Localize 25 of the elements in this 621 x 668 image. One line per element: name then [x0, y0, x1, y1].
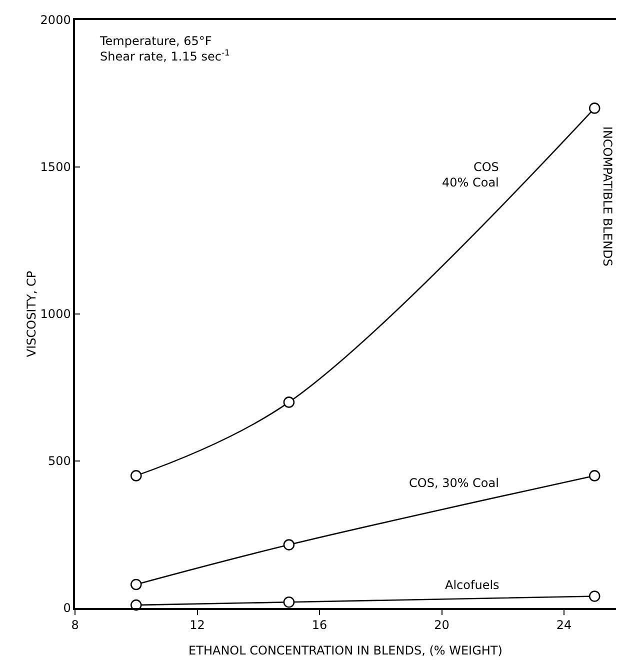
y-tick-label: 0	[63, 601, 71, 616]
x-axis-title: ETHANOL CONCENTRATION IN BLENDS, (% WEIGHT)	[188, 644, 502, 658]
series-label: COS, 30% Coal	[409, 476, 499, 490]
point	[588, 102, 600, 114]
point	[130, 470, 142, 482]
y-tick-label: 1000	[40, 307, 71, 322]
annotation: Temperature, 65°F Shear rate, 1.15 sec$^{-1}$	[99, 34, 230, 64]
y-axis-title: VISCOSITY, CP	[24, 270, 38, 358]
x-tick-label: 24	[556, 618, 572, 632]
y-tick-label: 500	[48, 454, 71, 468]
x-tick-label: 20	[434, 618, 450, 632]
point	[283, 396, 295, 408]
series-label: COS 40% Coal	[442, 160, 499, 190]
point	[283, 596, 295, 608]
series-label: Alcofuels	[445, 578, 500, 592]
point	[588, 590, 600, 602]
point	[588, 470, 600, 482]
y-tick-label: 2000	[40, 13, 71, 28]
y-tick-label: 1500	[40, 160, 71, 174]
x-tick-label: 16	[312, 618, 328, 632]
annotation: INCOMPATIBLE BLENDS	[600, 126, 614, 266]
x-tick-label: 12	[190, 618, 205, 632]
point	[283, 539, 295, 550]
point	[130, 578, 142, 590]
x-tick-label: 8	[71, 618, 79, 632]
